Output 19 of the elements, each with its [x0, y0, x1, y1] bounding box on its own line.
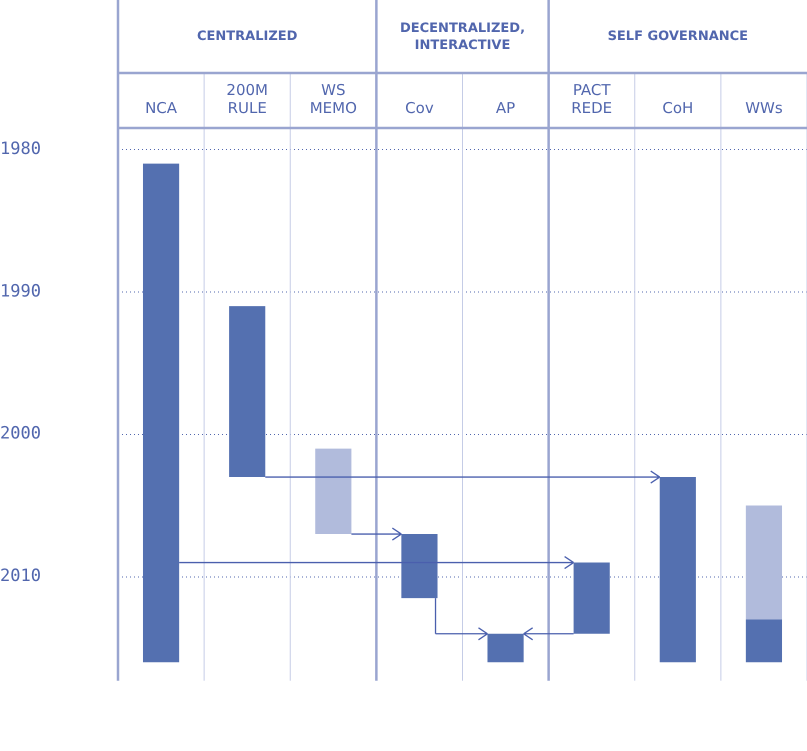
bar: [746, 506, 782, 620]
y-tick-label: 2000: [0, 424, 41, 444]
x-tick-label: NCA: [145, 98, 178, 117]
x-tick-label: PACT REDE: [571, 80, 612, 117]
x-tick-label: CoH: [662, 98, 694, 117]
y-tick-label: 2010: [0, 566, 41, 586]
text: SELF GOVERNANCE: [606, 28, 750, 46]
x-tick-label: WS MEMO: [310, 80, 357, 117]
x-tick-label: WWs: [745, 98, 783, 117]
bar: [315, 448, 352, 534]
y-tick-label: 1980: [0, 138, 41, 159]
y-tick-label: 1990: [0, 281, 41, 302]
bar: [746, 620, 782, 662]
text: CENTRALIZED: [196, 28, 298, 46]
x-tick-label: Cov: [405, 98, 434, 117]
text: DECENTRALIZED, INTERACTIVE: [398, 20, 526, 54]
x-tick-label: 200M RULE: [226, 80, 268, 117]
bar: [487, 634, 524, 662]
x-tick-label: AP: [496, 98, 516, 117]
